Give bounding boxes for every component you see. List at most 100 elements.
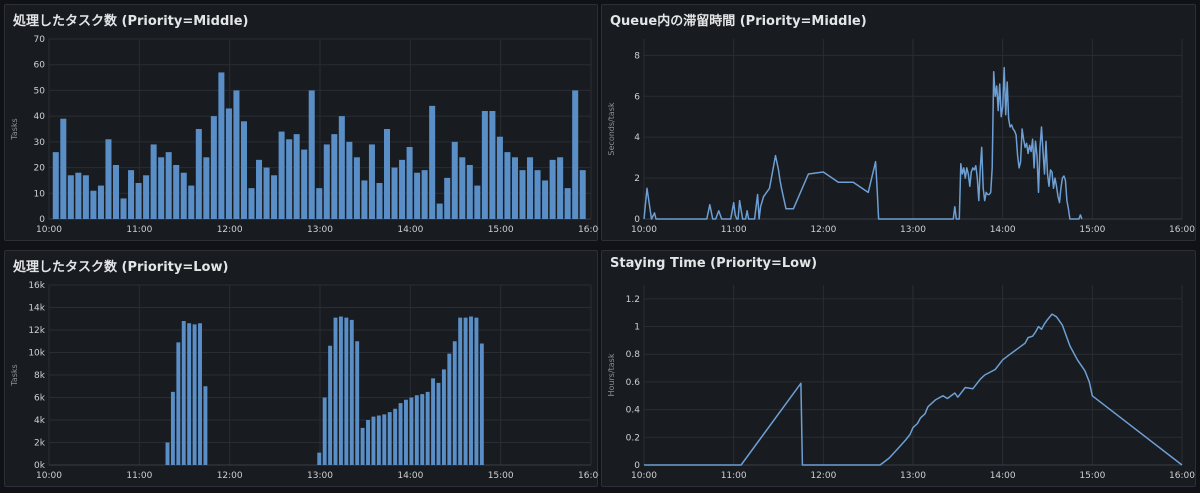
y-tick-label: 10k	[28, 349, 45, 359]
x-tick-label: 14:00	[990, 471, 1016, 481]
bar	[331, 134, 338, 219]
bar	[393, 408, 398, 465]
bar	[376, 415, 381, 465]
bar	[165, 152, 172, 219]
bar	[60, 118, 67, 219]
y-tick-label: 12k	[28, 326, 45, 336]
bar	[338, 316, 343, 465]
y-tick-label: 1	[634, 323, 640, 333]
bar	[346, 141, 353, 219]
bar	[444, 177, 451, 219]
bar	[120, 198, 127, 219]
bar	[240, 121, 247, 219]
bar	[414, 395, 419, 465]
y-tick-label: 0	[39, 215, 45, 225]
bar	[256, 159, 263, 219]
panel-middle-staying: Queue内の滞留時間 (Priority=Middle) 0 2 4 6 8 10:00…	[601, 4, 1196, 241]
y-tick-label: 40	[34, 112, 46, 122]
bar	[263, 167, 270, 219]
x-tick-label: 12:00	[810, 471, 836, 481]
bar	[105, 139, 112, 219]
bar	[180, 172, 187, 219]
bar	[52, 152, 59, 219]
x-tick-label: 13:00	[900, 225, 926, 235]
bar	[398, 403, 403, 465]
bar	[466, 165, 473, 219]
x-tick-label: 16:00	[1169, 225, 1195, 235]
x-tick-label: 16:00	[578, 471, 599, 481]
bar	[192, 324, 197, 465]
bar	[463, 317, 468, 465]
bar	[436, 382, 441, 465]
bar	[176, 342, 181, 465]
panel-title: 処理したタスク数 (Priority=Low)	[13, 260, 229, 275]
bar	[328, 345, 333, 465]
bar	[382, 414, 387, 465]
y-tick-label: 0.2	[626, 433, 640, 443]
bar	[316, 188, 323, 219]
bar	[322, 397, 327, 465]
bar	[338, 116, 345, 219]
bar	[409, 397, 414, 465]
bar	[112, 165, 120, 219]
bar	[447, 353, 452, 465]
y-tick-label: 0.4	[626, 406, 641, 416]
bar	[441, 369, 446, 465]
bar	[308, 90, 315, 219]
x-tick-label: 10:00	[36, 225, 62, 235]
y-tick-label: 4	[634, 133, 640, 143]
bar	[195, 129, 202, 219]
y-tick-label: 4k	[34, 416, 46, 426]
bar	[355, 341, 360, 465]
y-tick-label: 60	[34, 61, 46, 71]
bar	[173, 165, 180, 219]
bar	[383, 129, 391, 219]
bar	[504, 152, 511, 219]
x-tick-label: 10:00	[631, 225, 657, 235]
bar	[158, 157, 165, 219]
x-tick-label: 11:00	[721, 225, 747, 235]
panel-title: Staying Time (Priority=Low)	[610, 256, 818, 271]
chart-low-staying: 0 0.2 0.4 0.6 0.8 1 1.2 10:00 11:00 12:00 13:00 14:…	[607, 285, 1195, 481]
y-tick-label: 0	[634, 461, 640, 471]
bar	[479, 343, 484, 465]
x-tick-label: 16:00	[578, 225, 599, 235]
x-tick-label: 12:00	[217, 225, 243, 235]
bar	[489, 111, 496, 219]
x-tick-label: 14:00	[397, 471, 423, 481]
bar	[90, 190, 97, 219]
x-tick-label: 12:00	[217, 471, 243, 481]
bar	[344, 317, 349, 465]
y-tick-label: 8	[634, 51, 640, 61]
bar	[387, 412, 392, 465]
panel-title: Queue内の滞留時間 (Priority=Middle)	[610, 14, 867, 29]
bar	[469, 316, 473, 465]
y-tick-label: 2k	[34, 439, 46, 449]
y-tick-label: 6k	[34, 394, 46, 404]
bar	[333, 317, 338, 465]
bar	[368, 144, 375, 219]
bar	[519, 170, 526, 219]
x-tick-label: 10:00	[36, 471, 62, 481]
bar	[549, 159, 556, 219]
bar	[527, 157, 534, 219]
bar	[225, 108, 232, 219]
y-tick-label: 0k	[34, 461, 46, 471]
x-tick-label: 13:00	[900, 471, 926, 481]
panel-low-count: 処理したタスク数 (Priority=Low) 0k 2k 4k 6k 8k 10k 12k…	[4, 250, 599, 487]
x-tick-label: 13:00	[307, 471, 333, 481]
bar	[286, 139, 293, 219]
bar	[150, 144, 157, 219]
bar	[542, 180, 549, 219]
bar	[360, 427, 365, 465]
x-tick-label: 15:00	[1079, 471, 1105, 481]
bar	[404, 399, 408, 465]
y-tick-label: 0	[634, 215, 640, 225]
bar	[376, 183, 383, 219]
bar	[181, 321, 186, 465]
bar	[391, 167, 398, 219]
x-tick-label: 14:00	[990, 225, 1016, 235]
panel-middle-count: 処理したタスク数 (Priority=Middle) 0 10 20 30 40 50 60…	[4, 4, 599, 241]
y-tick-label: 50	[34, 86, 46, 96]
bar	[458, 317, 463, 465]
